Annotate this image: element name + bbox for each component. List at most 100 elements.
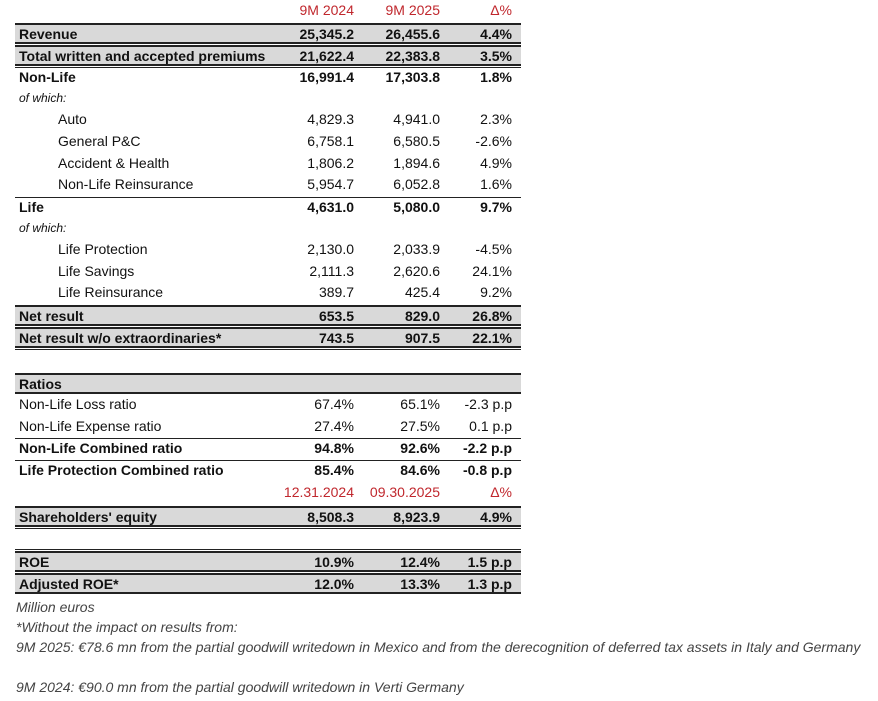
column-header: Δ% (490, 484, 512, 500)
footnote: Million euros (16, 599, 95, 615)
cell-value: 17,303.8 (385, 69, 441, 85)
table-row: Auto 4,829.3 4,941.0 2.3% (15, 110, 521, 131)
table-row: General P&C 6,758.1 6,580.5 -2.6% (15, 132, 521, 153)
cell-value: 1.5 p.p (467, 554, 512, 570)
cell-value: -0.8 p.p (462, 462, 512, 478)
column-header: 9M 2025 (385, 2, 440, 18)
column-header-row: 9M 2024 9M 2025 Δ% (15, 1, 521, 22)
row-label: Accident & Health (58, 155, 170, 171)
table-row: Non-Life Loss ratio 67.4% 65.1% -2.3 p.p (15, 395, 521, 416)
footnote: 9M 2024: €90.0 mn from the partial goodw… (16, 679, 464, 695)
row-label: Life Protection Combined ratio (19, 462, 224, 478)
cell-value: 65.1% (400, 396, 440, 412)
cell-value: 5,080.0 (393, 199, 440, 215)
row-label: Net result (19, 308, 84, 324)
cell-value: 85.4% (314, 462, 354, 478)
cell-value: 425.4 (404, 284, 440, 300)
footnote: *Without the impact on results from: (16, 619, 238, 635)
cell-value: 21,622.4 (299, 48, 355, 64)
cell-value: 653.5 (318, 308, 354, 324)
table-row: Life Reinsurance 389.7 425.4 9.2% (15, 283, 521, 304)
cell-value: 4.9% (480, 509, 512, 525)
cell-value: 6,758.1 (307, 133, 354, 149)
cell-value: 2,111.3 (309, 263, 354, 279)
cell-value: 1.3 p.p (467, 576, 512, 592)
cell-value: 94.8% (314, 440, 354, 456)
cell-value: 25,345.2 (299, 26, 355, 42)
table-row: Life Protection Combined ratio 85.4% 84.6%… (15, 460, 521, 481)
table-row: ROE 10.9% 12.4% 1.5 p.p (15, 551, 521, 572)
cell-value: 6,052.8 (393, 176, 440, 192)
row-label: Ratios (19, 376, 62, 392)
cell-value: 27.5% (400, 418, 440, 434)
table-row: Net result 653.5 829.0 26.8% (15, 305, 521, 326)
cell-value: 8,923.9 (393, 509, 440, 525)
column-header: 9M 2024 (299, 2, 354, 18)
table-row: Non-Life Reinsurance 5,954.7 6,052.8 1.6% (15, 175, 521, 196)
row-label: Non-Life (19, 69, 76, 85)
separator (15, 549, 521, 550)
cell-value: 26.8% (472, 308, 512, 324)
cell-value: 5,954.7 (307, 176, 354, 192)
cell-value: 4,829.3 (307, 111, 354, 127)
cell-value: 9.2% (480, 284, 512, 300)
table-row: Revenue 25,345.2 26,455.6 4.4% (15, 23, 521, 44)
cell-value: 2,130.0 (307, 241, 354, 257)
cell-value: 24.1% (472, 263, 512, 279)
cell-value: 1.8% (480, 69, 512, 85)
cell-value: 12.4% (400, 554, 440, 570)
cell-value: 9.7% (480, 199, 512, 215)
cell-value: 13.3% (400, 576, 440, 592)
cell-value: 22.1% (472, 330, 512, 346)
table-row: Non-Life Expense ratio 27.4% 27.5% 0.1 p.p (15, 417, 521, 438)
table-row: Life Savings 2,111.3 2,620.6 24.1% (15, 262, 521, 283)
table-row: Non-Life 16,991.4 17,303.8 1.8% (15, 67, 521, 88)
row-label: Life (19, 199, 44, 215)
table-row: Adjusted ROE* 12.0% 13.3% 1.3 p.p (15, 573, 521, 594)
cell-value: 3.5% (480, 48, 512, 64)
table-row: Accident & Health 1,806.2 1,894.6 4.9% (15, 154, 521, 175)
cell-value: -2.6% (475, 133, 512, 149)
cell-value: 84.6% (400, 462, 440, 478)
row-label: Auto (58, 111, 87, 127)
table-row: Ratios (15, 373, 521, 394)
column-header: 09.30.2025 (369, 484, 440, 500)
cell-value: 1.6% (480, 176, 512, 192)
cell-value: 2,033.9 (393, 241, 440, 257)
cell-value: 907.5 (404, 330, 440, 346)
row-label: Non-Life Combined ratio (19, 440, 183, 456)
row-label: General P&C (58, 133, 141, 149)
footnote: 9M 2025: €78.6 mn from the partial goodw… (16, 639, 861, 655)
table-row: of which: (15, 89, 521, 110)
cell-value: 67.4% (314, 396, 354, 412)
table-row: Shareholders' equity 8,508.3 8,923.9 4.9% (15, 506, 521, 527)
row-label: ROE (19, 554, 50, 570)
table-row: Non-Life Combined ratio 94.8% 92.6% -2.2 p.… (15, 438, 521, 459)
cell-value: 743.5 (318, 330, 354, 346)
cell-value: 22,383.8 (385, 48, 441, 64)
cell-value: 12.0% (314, 576, 354, 592)
row-label: Life Protection (58, 241, 148, 257)
cell-value: 92.6% (400, 440, 440, 456)
cell-value: -2.2 p.p (462, 440, 512, 456)
cell-value: 829.0 (404, 308, 440, 324)
row-label: Life Savings (58, 263, 135, 279)
cell-value: 4,631.0 (307, 199, 354, 215)
separator (15, 528, 521, 529)
cell-value: 4.9% (480, 155, 512, 171)
cell-value: -2.3 p.p (464, 396, 512, 412)
row-label: of which: (19, 221, 67, 235)
column-header: 12.31.2024 (283, 484, 354, 500)
cell-value: 0.1 p.p (469, 418, 512, 434)
row-label: Non-Life Expense ratio (19, 418, 162, 434)
row-label: Total written and accepted premiums (19, 48, 266, 64)
cell-value: 10.9% (314, 554, 354, 570)
row-label: Adjusted ROE* (19, 576, 119, 592)
table-row: Life Protection 2,130.0 2,033.9 -4.5% (15, 240, 521, 261)
cell-value: 389.7 (318, 284, 354, 300)
table-row: of which: (15, 219, 521, 240)
column-header-row: 12.31.2024 09.30.2025 Δ% (15, 483, 521, 504)
row-label: Non-Life Loss ratio (19, 396, 137, 412)
row-label: Shareholders' equity (19, 509, 157, 525)
cell-value: 27.4% (314, 418, 354, 434)
